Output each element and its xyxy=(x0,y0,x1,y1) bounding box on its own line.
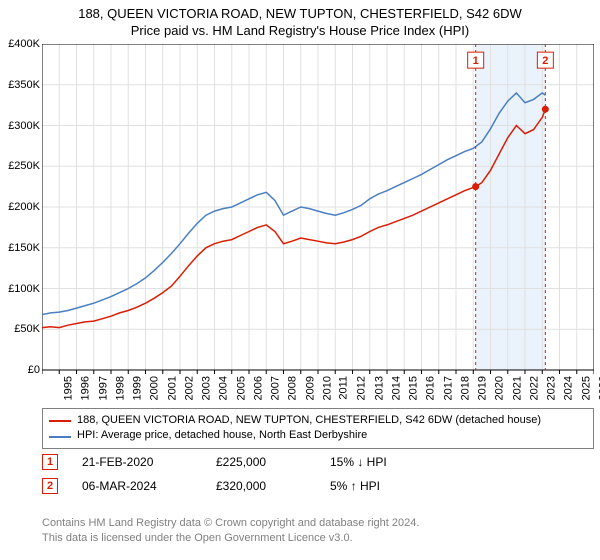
y-tick-label: £100K xyxy=(2,283,40,295)
x-tick-label: 2001 xyxy=(166,376,178,400)
y-tick-label: £250K xyxy=(2,160,40,172)
y-tick-label: £0 xyxy=(2,364,40,376)
x-tick-label: 2019 xyxy=(476,376,488,400)
legend-label-hpi: HPI: Average price, detached house, Nort… xyxy=(77,428,367,443)
y-tick-label: £300K xyxy=(2,120,40,132)
x-tick-label: 1995 xyxy=(62,376,74,400)
x-tick-label: 2020 xyxy=(494,376,506,400)
footer-line2: This data is licensed under the Open Gov… xyxy=(42,531,594,546)
x-tick-label: 2009 xyxy=(304,376,316,400)
x-tick-label: 2003 xyxy=(200,376,212,400)
x-tick-label: 2012 xyxy=(356,376,368,400)
y-tick-label: £150K xyxy=(2,242,40,254)
marker-row-1: 1 21-FEB-2020 £225,000 15% ↓ HPI xyxy=(42,450,594,474)
marker-row-2: 2 06-MAR-2024 £320,000 5% ↑ HPI xyxy=(42,474,594,498)
x-tick-label: 2010 xyxy=(321,376,333,400)
x-tick-label: 1996 xyxy=(80,376,92,400)
marker-date-1: 21-FEB-2020 xyxy=(82,455,192,469)
x-tick-label: 2017 xyxy=(442,376,454,400)
legend-item-property: 188, QUEEN VICTORIA ROAD, NEW TUPTON, CH… xyxy=(49,413,587,428)
x-tick-label: 2002 xyxy=(183,376,195,400)
x-tick-label: 2025 xyxy=(580,376,592,400)
y-tick-label: £200K xyxy=(2,201,40,213)
x-tick-label: 1999 xyxy=(131,376,143,400)
title-main: 188, QUEEN VICTORIA ROAD, NEW TUPTON, CH… xyxy=(0,6,600,21)
y-tick-label: £350K xyxy=(2,79,40,91)
y-tick-label: £50K xyxy=(2,323,40,335)
x-tick-label: 2005 xyxy=(235,376,247,400)
legend-swatch-property xyxy=(49,420,71,422)
x-tick-label: 2024 xyxy=(563,376,575,400)
marker-delta-2: 5% ↑ HPI xyxy=(330,479,420,493)
x-tick-label: 2011 xyxy=(338,376,350,400)
x-tick-label: 2007 xyxy=(269,376,281,400)
legend: 188, QUEEN VICTORIA ROAD, NEW TUPTON, CH… xyxy=(42,408,594,449)
chart-plot: 12 xyxy=(42,44,594,402)
legend-label-property: 188, QUEEN VICTORIA ROAD, NEW TUPTON, CH… xyxy=(77,413,541,428)
legend-swatch-hpi xyxy=(49,436,71,438)
x-tick-label: 2023 xyxy=(545,376,557,400)
x-tick-label: 2021 xyxy=(511,376,523,400)
chart-titles: 188, QUEEN VICTORIA ROAD, NEW TUPTON, CH… xyxy=(0,0,600,38)
svg-text:1: 1 xyxy=(473,55,479,67)
x-tick-label: 1997 xyxy=(97,376,109,400)
marker-badge-2: 2 xyxy=(42,478,58,494)
x-tick-label: 2022 xyxy=(528,376,540,400)
x-tick-label: 2004 xyxy=(218,376,230,400)
x-tick-label: 2006 xyxy=(252,376,264,400)
marker-price-1: £225,000 xyxy=(216,455,306,469)
x-tick-label: 2008 xyxy=(287,376,299,400)
footer-line1: Contains HM Land Registry data © Crown c… xyxy=(42,516,594,531)
x-tick-label: 2016 xyxy=(425,376,437,400)
svg-text:2: 2 xyxy=(542,55,548,67)
x-tick-label: 2014 xyxy=(390,376,402,400)
y-tick-label: £400K xyxy=(2,38,40,50)
marker-delta-1: 15% ↓ HPI xyxy=(330,455,420,469)
marker-date-2: 06-MAR-2024 xyxy=(82,479,192,493)
marker-badge-1: 1 xyxy=(42,454,58,470)
x-tick-label: 1998 xyxy=(114,376,126,400)
x-tick-label: 2015 xyxy=(407,376,419,400)
marker-table: 1 21-FEB-2020 £225,000 15% ↓ HPI 2 06-MA… xyxy=(42,450,594,498)
footer-attribution: Contains HM Land Registry data © Crown c… xyxy=(42,516,594,546)
x-tick-label: 2013 xyxy=(373,376,385,400)
title-sub: Price paid vs. HM Land Registry's House … xyxy=(0,23,600,38)
legend-item-hpi: HPI: Average price, detached house, Nort… xyxy=(49,428,587,443)
x-tick-label: 2018 xyxy=(459,376,471,400)
x-tick-label: 2000 xyxy=(149,376,161,400)
marker-price-2: £320,000 xyxy=(216,479,306,493)
